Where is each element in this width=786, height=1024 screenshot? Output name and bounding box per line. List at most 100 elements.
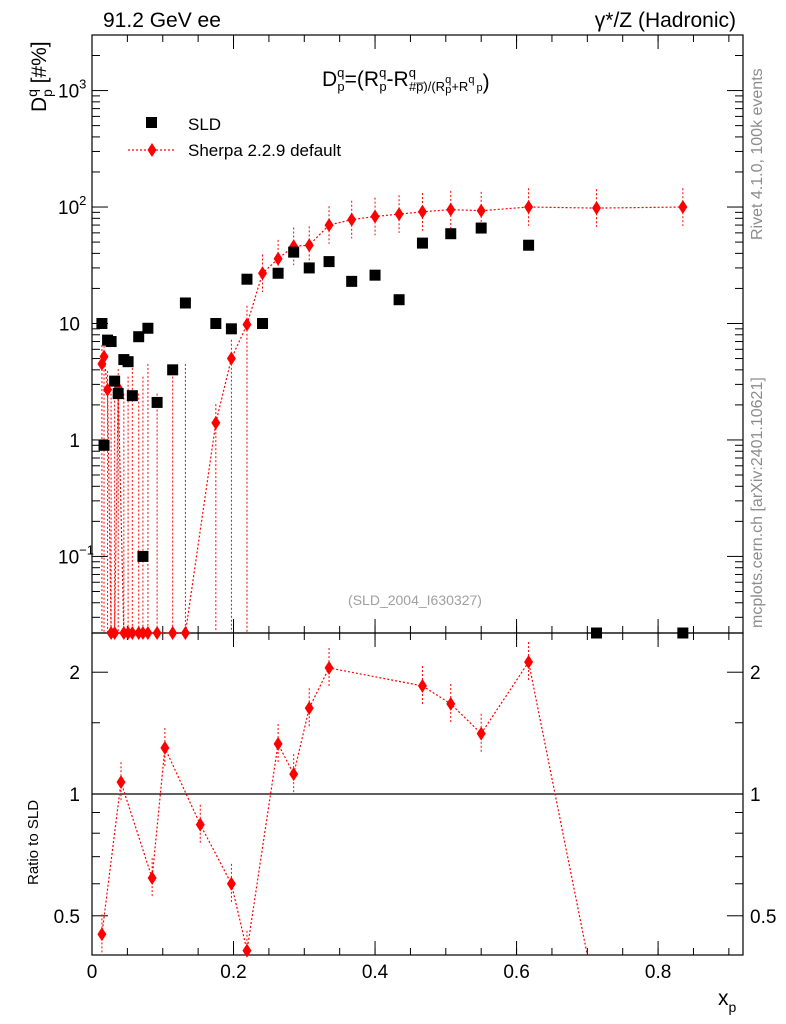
ratio-data-point bbox=[116, 775, 126, 790]
ratio-series-line bbox=[101, 660, 588, 956]
ratio-data-point bbox=[160, 740, 170, 755]
x-tick-label: 0 bbox=[87, 962, 98, 983]
sld-data-point bbox=[179, 297, 191, 309]
ratio-y-axis-label: Ratio to SLD bbox=[25, 800, 42, 885]
sld-data-point bbox=[105, 336, 117, 348]
mc-series-line bbox=[101, 206, 683, 634]
mc-data-point bbox=[394, 207, 404, 222]
sld-data-point bbox=[112, 388, 124, 400]
ratio-data-point bbox=[242, 943, 252, 958]
mcplots-watermark: mcplots.cern.ch [arXiv:2401.10621] bbox=[749, 377, 766, 628]
x-tick-label: 0.8 bbox=[645, 962, 671, 983]
ratio-data-point bbox=[524, 654, 534, 669]
sld-data-point-offscale bbox=[591, 627, 603, 639]
sld-data-point bbox=[523, 239, 535, 251]
header-process: γ*/Z (Hadronic) bbox=[595, 9, 736, 32]
main-title: Dq p=(Rq p-Rq #p̅)/(Rq p+Rqp) bbox=[322, 65, 490, 96]
sld-data-point bbox=[257, 317, 269, 329]
mc-data-point bbox=[99, 349, 109, 364]
ratio-data-point bbox=[324, 660, 334, 675]
main-y-tick-label: 10 bbox=[59, 314, 80, 335]
sld-data-point-offscale bbox=[677, 627, 689, 639]
ratio-data-point bbox=[226, 876, 236, 891]
analysis-id: (SLD_2004_I630327) bbox=[348, 592, 482, 608]
sld-data-point bbox=[137, 550, 149, 562]
main-plot bbox=[96, 188, 689, 640]
mc-data-point bbox=[152, 626, 162, 640]
sld-data-point bbox=[109, 375, 121, 387]
sld-data-point bbox=[96, 317, 108, 329]
ratio-data-point bbox=[476, 726, 486, 741]
legend-data-label: SLD bbox=[188, 115, 221, 134]
legend-mc-label: Sherpa 2.2.9 default bbox=[188, 141, 341, 160]
x-tick-label: 0.6 bbox=[503, 962, 529, 983]
sld-data-point bbox=[225, 323, 237, 335]
sld-data-point bbox=[126, 390, 138, 402]
sld-data-point bbox=[98, 439, 110, 451]
mc-data-point bbox=[446, 202, 456, 217]
sld-data-point bbox=[346, 275, 358, 287]
mc-data-point bbox=[273, 251, 283, 266]
mc-data-point bbox=[592, 201, 602, 216]
sld-data-point bbox=[323, 256, 335, 268]
ratio-data-point bbox=[289, 767, 299, 782]
ratio-data-point bbox=[446, 696, 456, 711]
sld-data-point bbox=[303, 262, 315, 274]
main-y-tick-label: 102 bbox=[58, 193, 86, 219]
ratio-plot bbox=[97, 642, 588, 958]
mc-data-point bbox=[168, 626, 178, 640]
sld-data-point bbox=[151, 396, 163, 408]
sld-data-point bbox=[142, 322, 154, 334]
mc-data-point bbox=[127, 626, 137, 640]
ratio-y-tick-label-right: 1 bbox=[750, 785, 761, 806]
ratio-y-tick-label: 2 bbox=[69, 663, 80, 684]
sld-data-point bbox=[393, 294, 405, 306]
ratio-data-point bbox=[147, 870, 157, 885]
sld-data-point bbox=[288, 246, 300, 258]
mc-data-point bbox=[476, 203, 486, 218]
ratio-y-tick-label-right: 2 bbox=[750, 663, 761, 684]
mc-data-point bbox=[524, 200, 534, 215]
ratio-y-tick-label: 1 bbox=[69, 785, 80, 806]
mc-data-point bbox=[138, 626, 148, 640]
rivet-watermark: Rivet 4.1.0, 100k events bbox=[749, 68, 766, 240]
sld-data-point bbox=[210, 317, 222, 329]
legend-data-marker bbox=[146, 117, 157, 128]
sld-data-point bbox=[445, 228, 457, 240]
ratio-data-point bbox=[195, 817, 205, 832]
sld-data-point bbox=[272, 267, 284, 279]
mc-data-point bbox=[304, 238, 314, 253]
main-y-tick-label: 10−1 bbox=[58, 542, 94, 568]
mc-data-point bbox=[143, 626, 153, 640]
sld-data-point bbox=[416, 237, 428, 249]
ratio-y-tick-label: 0.5 bbox=[54, 907, 80, 928]
x-axis-label: xp bbox=[718, 987, 737, 1015]
mc-data-point bbox=[110, 626, 120, 640]
sld-data-point bbox=[475, 222, 487, 234]
mc-data-point bbox=[678, 200, 688, 215]
mc-data-point bbox=[180, 626, 190, 640]
mc-data-point bbox=[226, 351, 236, 366]
mc-data-point bbox=[370, 209, 380, 224]
mc-data-point bbox=[324, 218, 334, 233]
x-tick-label: 0.2 bbox=[220, 962, 246, 983]
main-y-axis-label: Dqp [#%] bbox=[24, 41, 55, 112]
mc-data-point bbox=[347, 212, 357, 227]
legend-mc-marker bbox=[147, 143, 157, 157]
ratio-data-point bbox=[97, 927, 107, 942]
ratio-data-point bbox=[417, 678, 427, 693]
main-y-tick-label: 1 bbox=[69, 431, 80, 452]
main-y-tick-label: 103 bbox=[58, 77, 86, 103]
sld-data-point bbox=[122, 356, 134, 368]
mc-data-point bbox=[258, 266, 268, 281]
sld-data-point bbox=[133, 331, 145, 343]
ratio-data-point bbox=[273, 736, 283, 751]
sld-data-point bbox=[369, 269, 381, 281]
mc-data-point bbox=[211, 415, 221, 430]
x-tick-label: 0.4 bbox=[362, 962, 389, 983]
sld-data-point bbox=[167, 364, 179, 376]
axes: 0 0.2 0.4 0.6 0.8 10−1 1 10 102 103 0.5 0.5 1 1 2 2 bbox=[54, 34, 776, 983]
ratio-data-point bbox=[304, 701, 314, 716]
mc-data-point bbox=[417, 204, 427, 219]
